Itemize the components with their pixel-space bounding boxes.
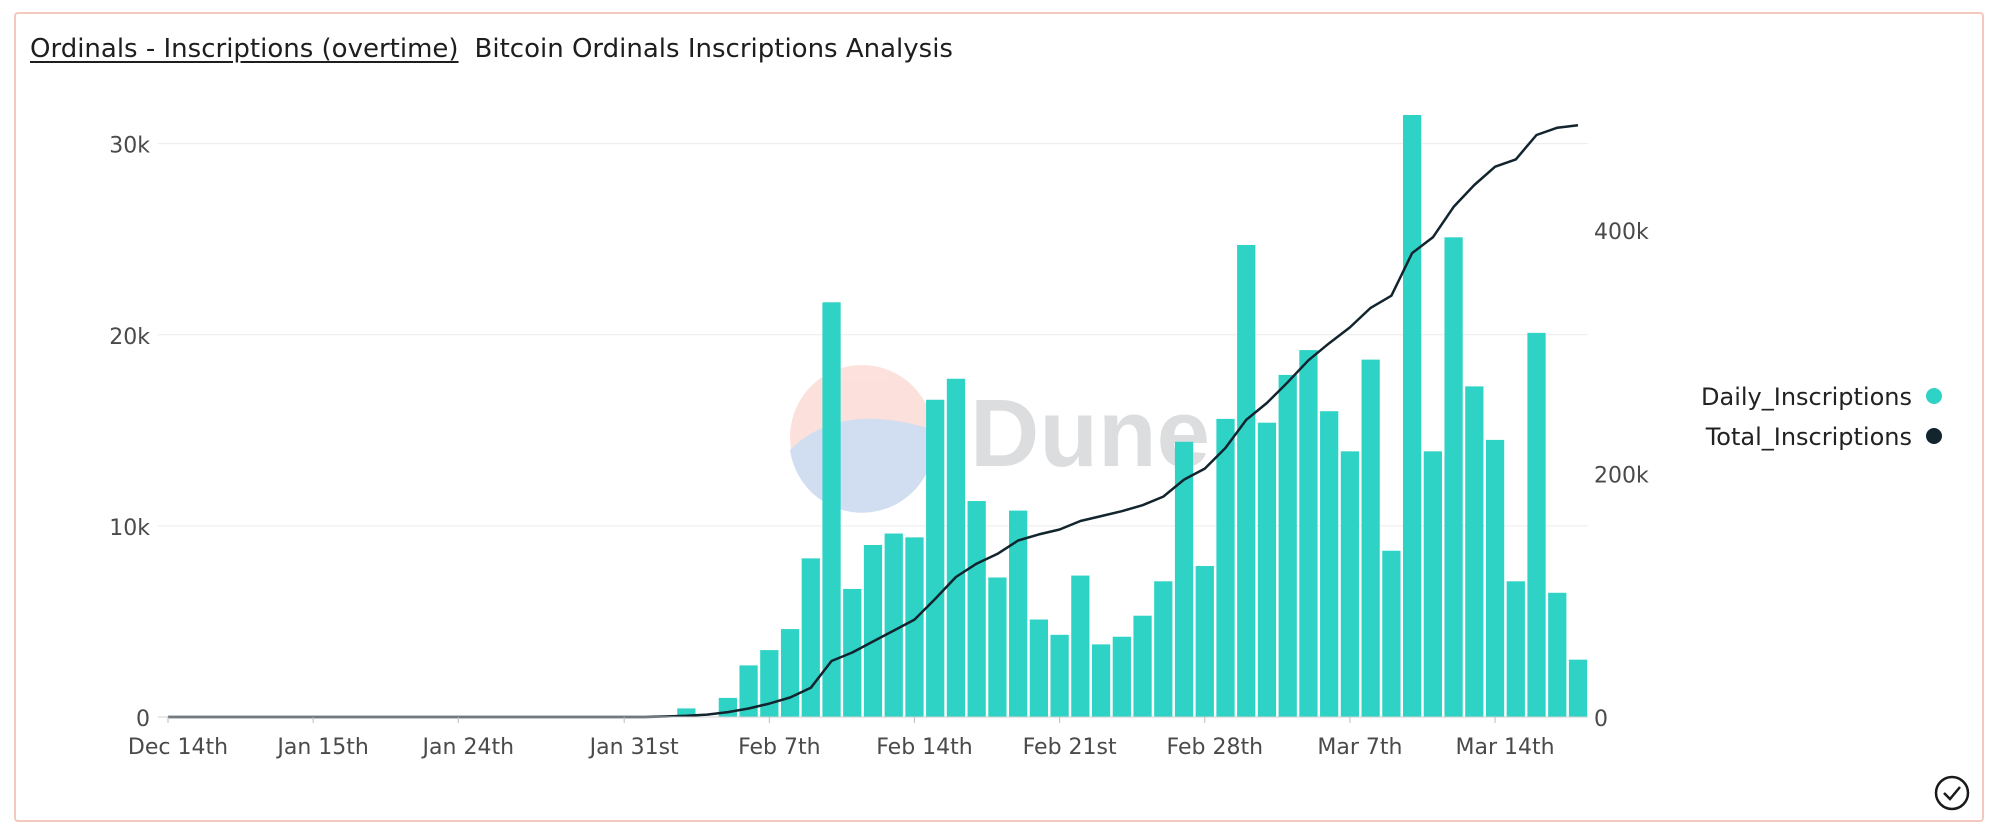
daily-inscriptions-bar: [1548, 592, 1567, 717]
query-title-link[interactable]: Ordinals - Inscriptions (overtime): [30, 34, 459, 64]
daily-inscriptions-bar: [946, 378, 966, 717]
legend-dot-total: [1926, 428, 1942, 444]
right-y-axis: 0 200k 400k: [1594, 220, 1649, 732]
legend: Daily_Inscriptions Total_Inscriptions: [1701, 383, 1942, 451]
dune-logo-text: Dune: [970, 380, 1210, 487]
daily-inscriptions-bar: [1340, 451, 1360, 717]
daily-inscriptions-bar: [1423, 451, 1442, 717]
daily-inscriptions-bar: [1174, 441, 1194, 717]
x-tick-label: Dec 14th: [128, 735, 228, 760]
x-tick-label: Feb 28th: [1167, 735, 1264, 760]
chart-subtitle: Bitcoin Ordinals Inscriptions Analysis: [474, 34, 953, 64]
daily-inscriptions-bar: [1154, 581, 1173, 717]
daily-inscriptions-bar: [1133, 615, 1152, 717]
legend-dot-daily: [1926, 388, 1942, 404]
daily-inscriptions-bar: [718, 697, 737, 717]
legend-label-total: Total_Inscriptions: [1705, 423, 1912, 451]
legend-item-total[interactable]: Total_Inscriptions: [1705, 423, 1942, 451]
legend-label-daily: Daily_Inscriptions: [1701, 383, 1912, 411]
daily-inscriptions-bar: [1195, 566, 1214, 717]
daily-inscriptions-bar: [1029, 619, 1049, 717]
daily-inscriptions-bar: [1361, 359, 1380, 717]
daily-inscriptions-bar: [739, 665, 758, 717]
daily-inscriptions-bar: [926, 399, 945, 717]
y-left-tick-label: 30k: [109, 134, 150, 159]
x-tick-label: Feb 14th: [876, 735, 973, 760]
x-tick-label: Mar 14th: [1456, 735, 1555, 760]
daily-inscriptions-bar: [1091, 644, 1111, 717]
daily-inscriptions-bar: [1299, 350, 1318, 717]
daily-inscriptions-bar: [1444, 237, 1463, 718]
daily-inscriptions-bar: [1071, 575, 1090, 717]
y-right-tick-label: 0: [1594, 707, 1608, 732]
y-left-tick-label: 20k: [109, 325, 150, 350]
daily-inscriptions-bar: [1402, 115, 1422, 717]
y-left-tick-label: 10k: [109, 516, 150, 541]
daily-inscriptions-bar: [1009, 510, 1028, 717]
y-left-tick-label: 0: [136, 707, 150, 732]
daily-inscriptions-bar: [863, 545, 883, 717]
daily-inscriptions-bar: [1568, 659, 1588, 717]
daily-inscriptions-bar: [677, 708, 696, 717]
daily-inscriptions-bar: [1216, 418, 1235, 717]
daily-inscriptions-bar: [801, 558, 820, 717]
dune-watermark: Dune: [790, 365, 1210, 513]
daily-inscriptions-bar: [1485, 439, 1505, 717]
daily-inscriptions-bar: [822, 302, 841, 717]
daily-inscriptions-bars: [677, 115, 1588, 718]
x-tick-label: Jan 31st: [588, 735, 679, 760]
x-tick-label: Feb 21st: [1023, 735, 1117, 760]
daily-inscriptions-bar: [905, 537, 924, 717]
daily-inscriptions-bar: [780, 629, 800, 717]
daily-inscriptions-bar: [988, 577, 1007, 717]
left-y-axis: 0 10k 20k 30k: [109, 134, 150, 732]
daily-inscriptions-bar: [1506, 581, 1525, 717]
legend-item-daily[interactable]: Daily_Inscriptions: [1701, 383, 1942, 411]
y-right-tick-label: 400k: [1594, 220, 1649, 245]
daily-inscriptions-bar: [1527, 332, 1546, 717]
daily-inscriptions-bar: [884, 533, 903, 717]
x-axis: Dec 14th Jan 15th Jan 24th Jan 31st Feb 7th F…: [128, 716, 1588, 760]
x-tick-label: Feb 7th: [738, 735, 821, 760]
x-tick-label: Jan 15th: [275, 735, 368, 760]
daily-inscriptions-bar: [1278, 374, 1297, 717]
daily-inscriptions-bar: [1465, 386, 1484, 717]
x-tick-label: Jan 24th: [421, 735, 514, 760]
daily-inscriptions-bar: [1257, 422, 1277, 717]
daily-inscriptions-bar: [1237, 244, 1256, 717]
y-right-tick-label: 200k: [1594, 464, 1649, 489]
daily-inscriptions-bar: [1382, 550, 1401, 717]
daily-inscriptions-bar: [1112, 636, 1131, 717]
daily-inscriptions-bar: [1320, 411, 1339, 717]
daily-inscriptions-bar: [967, 501, 986, 717]
daily-inscriptions-bar: [1050, 634, 1069, 717]
check-circle-icon: [1934, 775, 1970, 811]
chart-header: Ordinals - Inscriptions (overtime) Bitcoi…: [30, 34, 953, 64]
daily-inscriptions-bar: [760, 650, 779, 717]
x-tick-label: Mar 7th: [1317, 735, 1402, 760]
